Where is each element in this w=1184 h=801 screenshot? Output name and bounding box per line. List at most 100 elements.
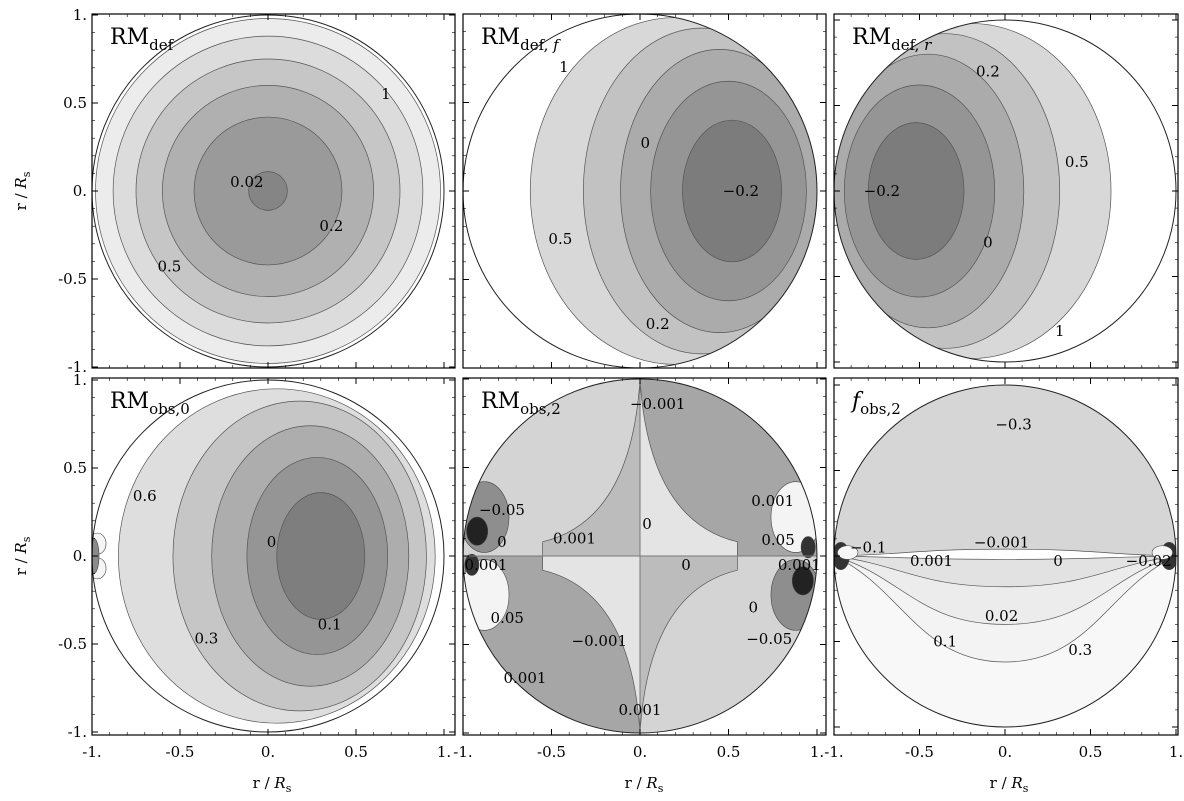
contour-label: 0.2 xyxy=(319,217,343,235)
axis-label: r / Rs xyxy=(12,171,33,210)
panel-6: -1. -0.5 0. 0.5 1. fobs,2 −0.3 −0.1 −0.001 0.001 0… xyxy=(824,377,1183,761)
contour-label: 0.2 xyxy=(976,62,1000,80)
contour-label: 0.2 xyxy=(646,315,670,333)
contour-label: 0.001 xyxy=(553,529,596,547)
contour-label: 0.1 xyxy=(318,616,342,634)
contour-label: −0.05 xyxy=(479,501,525,519)
contour-label: 0 xyxy=(749,598,759,616)
contour-fills xyxy=(529,17,817,365)
contour-band xyxy=(837,545,859,560)
panel-2: RMdef, f 1 0 −0.2 0.5 0.2 xyxy=(462,13,827,369)
contour-label: 0.02 xyxy=(230,173,263,191)
contour-band xyxy=(867,122,965,260)
y-tick-label: 1. xyxy=(73,371,87,389)
panel-4: 1. 0.5 0. -0.5 -1. -1. -0.5 0. 0.5 1. RMobs,0 0.6 0 0… xyxy=(58,371,456,761)
contour-band xyxy=(248,171,288,211)
x-tick-label: -1. xyxy=(824,743,843,761)
x-tick-label: -0.5 xyxy=(905,743,934,761)
contour-label: −0.001 xyxy=(974,533,1030,551)
contour-band xyxy=(542,379,641,557)
x-tick-label: 0. xyxy=(261,743,275,761)
contour-label: 0.001 xyxy=(503,669,546,687)
contour-band xyxy=(276,492,366,620)
panel-title: RMdef xyxy=(110,25,175,54)
x-tick-label: 0.5 xyxy=(344,743,368,761)
x-tick-label: 1. xyxy=(1169,743,1183,761)
contour-label: 1 xyxy=(1055,322,1065,340)
panel-title: RMobs,0 xyxy=(110,389,190,418)
contour-label: 0.3 xyxy=(194,630,218,648)
contour-label: 0.5 xyxy=(1065,153,1089,171)
contour-label: 0.3 xyxy=(1068,641,1092,659)
contour-label: 0.1 xyxy=(933,633,957,651)
contour-band xyxy=(464,553,480,576)
contour-label: −0.001 xyxy=(572,632,628,650)
contour-label: −0.2 xyxy=(723,182,759,200)
panel-title: RMdef, r xyxy=(852,25,932,54)
contour-band xyxy=(466,516,489,546)
y-tick-label: -1. xyxy=(68,723,87,741)
contour-band xyxy=(682,119,782,263)
contour-label: 0 xyxy=(497,533,507,551)
contour-label: 1 xyxy=(381,85,391,103)
contour-label: −0.1 xyxy=(850,538,886,556)
contour-fills xyxy=(92,388,436,724)
axis-label: r / Rs xyxy=(625,774,664,795)
contour-band xyxy=(639,555,738,733)
y-tick-label: 0.5 xyxy=(63,459,87,477)
contour-band xyxy=(639,379,738,557)
contour-label: −0.3 xyxy=(995,415,1031,433)
contour-label: 0.001 xyxy=(778,556,821,574)
x-tick-label: -0.5 xyxy=(537,743,566,761)
contour-label: 0 xyxy=(983,233,993,251)
contour-label: 0.05 xyxy=(491,609,524,627)
contour-label: 0 xyxy=(681,556,691,574)
contour-label: 0.001 xyxy=(751,492,794,510)
x-tick-label: 1. xyxy=(810,743,824,761)
contour-label: 1 xyxy=(559,58,569,76)
y-tick-label: 0. xyxy=(73,547,87,565)
panels-group: 1. 0.5 0. -0.5 -1. RMdef 1 0.02 0.2 0.5 RMdef, f 1 0… xyxy=(58,6,1183,761)
panel-5: -1. -0.5 0. 0.5 1. RMobs,2 −0.001 0.001 −0.05 0 0.… xyxy=(453,377,827,761)
y-tick-label: -1. xyxy=(68,358,87,376)
panel-title: RMdef, f xyxy=(481,25,561,54)
contour-label: 0.05 xyxy=(761,531,794,549)
contour-label: 0 xyxy=(267,533,277,551)
x-tick-label: -1. xyxy=(453,743,472,761)
x-tick-label: 0.5 xyxy=(717,743,741,761)
axis-label: r / Rs xyxy=(253,774,292,795)
x-tick-label: 0. xyxy=(998,743,1012,761)
x-tick-label: 0.5 xyxy=(1079,743,1103,761)
contour-band xyxy=(791,566,814,596)
contour-label: 0.5 xyxy=(158,258,182,276)
contour-label: −0.2 xyxy=(864,182,900,200)
contour-fills xyxy=(95,18,441,364)
y-tick-label: 0.5 xyxy=(63,94,87,112)
contour-label: 0 xyxy=(1053,552,1063,570)
panel-1: 1. 0.5 0. -0.5 -1. RMdef 1 0.02 0.2 0.5 xyxy=(58,6,456,376)
panel-3: RMdef, r 0.2 0.5 −0.2 0 1 xyxy=(833,13,1179,369)
contour-label: 0.001 xyxy=(910,552,953,570)
axis-labels-group: r / Rs r / Rs r / Rs r / Rs r / Rs xyxy=(12,171,1029,795)
axis-label: r / Rs xyxy=(12,536,33,575)
contour-label: −0.05 xyxy=(746,630,792,648)
contour-label: 0.001 xyxy=(619,701,662,719)
contour-label: 0.5 xyxy=(548,230,572,248)
y-tick-label: 1. xyxy=(73,6,87,24)
contour-band xyxy=(1151,545,1173,560)
contour-label: 0 xyxy=(642,515,652,533)
panel-title: RMobs,2 xyxy=(481,389,561,418)
x-tick-label: 1. xyxy=(437,743,451,761)
contour-label: 0.02 xyxy=(985,607,1018,625)
panel-title: fobs,2 xyxy=(850,389,901,418)
contour-label: −0.02 xyxy=(1126,552,1172,570)
contour-band xyxy=(542,555,641,733)
x-tick-label: -1. xyxy=(82,743,101,761)
y-tick-label: -0.5 xyxy=(58,635,87,653)
axis-label: r / Rs xyxy=(990,774,1029,795)
contour-label: 0.6 xyxy=(133,487,157,505)
x-tick-label: -0.5 xyxy=(166,743,195,761)
contour-band xyxy=(800,536,816,559)
y-tick-label: -0.5 xyxy=(58,270,87,288)
